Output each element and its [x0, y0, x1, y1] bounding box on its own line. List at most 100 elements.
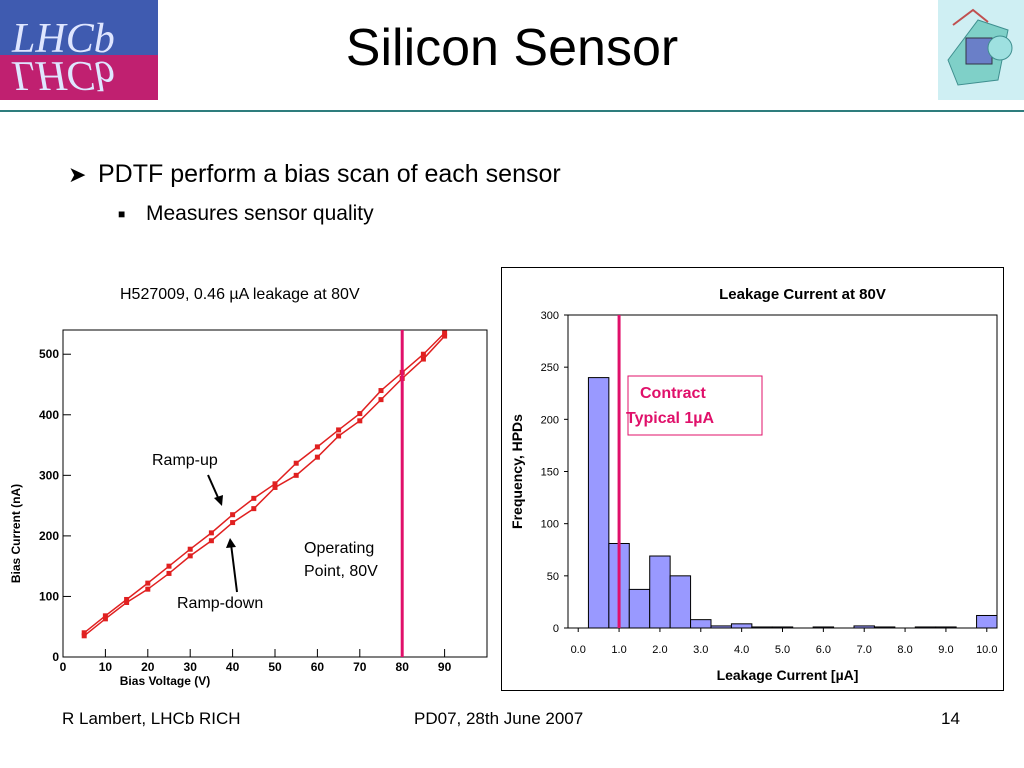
- data-point: [124, 600, 130, 605]
- histogram-bar: [914, 626, 937, 629]
- histogram-bar: [771, 626, 794, 629]
- histogram-bar: [751, 626, 773, 629]
- slide-title: Silicon Sensor: [345, 19, 679, 77]
- data-point: [293, 460, 299, 466]
- y-tick-label: 300: [39, 468, 59, 482]
- x-tick-label: 20: [141, 660, 155, 674]
- annotation-contract: Contract: [640, 385, 706, 402]
- annotation-operating: Operating: [304, 540, 374, 557]
- y-tick-label: 200: [541, 414, 559, 426]
- footer-author: R Lambert, LHCb RICH: [62, 709, 241, 728]
- square-bullet-icon: ■: [118, 207, 126, 222]
- plot-frame: [567, 314, 998, 629]
- x-tick-label: 5.0: [775, 644, 790, 656]
- data-point: [251, 495, 257, 501]
- series-line: [83, 335, 446, 637]
- data-point: [166, 563, 172, 569]
- x-tick-label: 0: [60, 660, 67, 674]
- data-point: [102, 616, 108, 622]
- leakage-histogram-frame: [501, 267, 1004, 691]
- bullet-text: PDTF perform a bias scan of each sensor: [98, 160, 561, 188]
- histogram-bar: [873, 626, 896, 629]
- x-tick-label: 60: [311, 660, 325, 674]
- data-point: [187, 546, 193, 552]
- data-point: [272, 481, 278, 487]
- page-number: 14: [941, 709, 960, 728]
- svg-text:LHCb: LHCb: [11, 52, 115, 98]
- detector-graphic: [938, 0, 1024, 100]
- histogram-bar: [812, 626, 835, 629]
- title-divider: [0, 110, 1024, 112]
- x-tick-label: 7.0: [857, 644, 872, 656]
- annotation-operating-point: Point, 80V: [304, 563, 378, 580]
- data-point: [357, 411, 363, 417]
- x-axis-label: Leakage Current [µA]: [717, 667, 859, 683]
- data-point: [208, 530, 214, 536]
- x-tick-label: 10.0: [976, 644, 997, 656]
- series-line: [83, 332, 446, 634]
- data-point: [293, 472, 299, 478]
- histogram-bar: [690, 619, 712, 629]
- x-axis-label: Bias Voltage (V): [120, 674, 210, 688]
- histogram-bar: [853, 625, 875, 629]
- detector-logo: [938, 0, 1024, 100]
- histogram-bar: [710, 625, 732, 629]
- y-tick-label: 0: [52, 650, 59, 664]
- data-point: [230, 520, 236, 526]
- x-tick-label: 2.0: [652, 644, 667, 656]
- histogram-bar: [649, 555, 671, 629]
- y-tick-label: 200: [39, 529, 59, 543]
- histogram-bar: [730, 623, 753, 629]
- y-axis-label: Bias Current (nA): [9, 484, 23, 583]
- y-tick-label: 150: [541, 467, 559, 479]
- x-tick-label: 3.0: [693, 644, 708, 656]
- data-point: [420, 351, 426, 357]
- y-tick-label: 250: [541, 362, 559, 374]
- data-point: [314, 444, 320, 450]
- data-point: [81, 633, 87, 639]
- x-tick-label: 80: [396, 660, 410, 674]
- histogram-bar: [587, 377, 610, 629]
- lhcb-logo-graphic: LHCb LHCb: [0, 0, 158, 100]
- histogram-bar: [976, 614, 998, 629]
- histogram-bar: [628, 588, 651, 629]
- bias-scan-title: H527009, 0.46 µA leakage at 80V: [120, 286, 360, 303]
- annotation-ramp-down: Ramp-down: [177, 595, 263, 612]
- chart-background: [0, 320, 495, 700]
- y-tick-label: 0: [553, 623, 559, 635]
- data-point: [145, 586, 151, 592]
- data-point: [336, 433, 342, 439]
- svg-text:LHCb: LHCb: [11, 16, 115, 62]
- data-point: [230, 512, 236, 518]
- data-point: [102, 613, 108, 619]
- x-tick-label: 40: [226, 660, 240, 674]
- bullet-level2: ■ Measures sensor quality: [118, 200, 374, 228]
- data-point: [166, 570, 172, 576]
- x-tick-label: 30: [184, 660, 198, 674]
- data-point: [208, 538, 214, 544]
- annotation-box: [627, 375, 763, 436]
- arrow-ramp-down: [230, 543, 238, 593]
- footer-event: PD07, 28th June 2007: [414, 709, 584, 728]
- arrowhead-ramp-down: [226, 538, 236, 548]
- bias-scan-chart: 0 10 20 30 40 50 60 70 80 90 0 100 200 300 400 500 Bias …: [0, 320, 495, 700]
- arrowhead-ramp-up: [214, 495, 223, 506]
- data-point: [272, 484, 278, 490]
- bullet-text: Measures sensor quality: [146, 202, 374, 225]
- x-tick-label: 8.0: [897, 644, 912, 656]
- data-point: [357, 418, 363, 424]
- annotation-typical: Typical 1µA: [626, 410, 715, 427]
- y-axis-label: Frequency, HPDs: [509, 414, 525, 529]
- bullet-level1: ➤ PDTF perform a bias scan of each sensor: [68, 158, 561, 191]
- y-tick-label: 500: [39, 347, 59, 361]
- data-point: [145, 580, 151, 586]
- x-tick-label: 90: [438, 660, 452, 674]
- data-point: [187, 553, 193, 559]
- x-tick-label: 4.0: [734, 644, 749, 656]
- data-point: [124, 596, 130, 602]
- annotation-ramp-up: Ramp-up: [152, 452, 218, 469]
- lhcb-logo: LHCb LHCb: [0, 0, 158, 100]
- data-point: [336, 427, 342, 433]
- histogram-title: Leakage Current at 80V: [719, 286, 886, 303]
- histogram-bar: [935, 626, 957, 629]
